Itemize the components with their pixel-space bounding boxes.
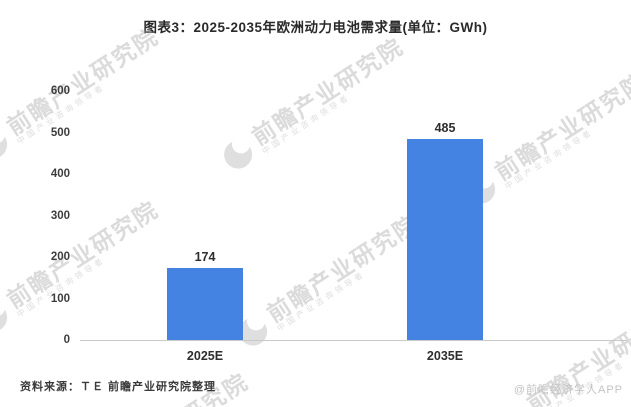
y-axis-tick-label: 300 [50, 209, 70, 222]
watermark-text: 前瞻产业研究院 [2, 196, 164, 314]
diagonal-watermark: 前瞻产业研究院中国产业咨询领导者 [233, 210, 428, 353]
qianzhan-logo-icon [0, 125, 13, 165]
qianzhan-logo-icon [218, 135, 258, 175]
bar-value-label: 174 [194, 250, 216, 264]
chart-title: 图表3：2025-2035年欧洲动力电池需求量(单位：GWh) [143, 20, 488, 35]
watermark-text: 前瞻产业研究院 [2, 23, 164, 141]
source-note: 资料来源：ＴＥ 前瞻产业研究院整理 [20, 381, 217, 393]
bar-value-label: 485 [434, 121, 456, 135]
diagonal-watermark: 前瞻产业研究院中国产业咨询领导者 [0, 23, 167, 166]
y-axis-tick-label: 200 [50, 251, 70, 263]
qianzhan-logo-icon [493, 402, 533, 407]
diagonal-watermark: 前瞻产业研究院中国产业咨询领导者 [0, 196, 167, 339]
x-axis-category-label: 2025E [186, 349, 224, 363]
qianzhan-logo-icon [0, 298, 13, 338]
bar-2035E [407, 139, 483, 340]
watermark-text: 前瞻产业研究院 [247, 33, 409, 151]
watermark-text: 前瞻产业研究院 [490, 68, 631, 186]
y-axis-tick-label: 500 [50, 126, 70, 139]
y-axis-tick-label: 0 [63, 334, 70, 346]
diagonal-watermark: 前瞻产业研究院中国产业咨询领导者 [218, 33, 413, 176]
watermark-subtext: 中国产业咨询领导者 [275, 269, 368, 334]
x-axis-category-label: 2035E [426, 349, 464, 363]
y-axis-tick-label: 600 [50, 85, 70, 97]
y-axis-tick-label: 100 [50, 292, 70, 305]
watermark-subtext: 中国产业咨询领导者 [503, 127, 596, 192]
watermark-badge: @前瞻经济学人APP [513, 384, 623, 396]
x-axis-line [80, 340, 627, 341]
bar-2025E [167, 268, 243, 340]
diagonal-watermark: 前瞻产业研究院中国产业咨询领导者 [461, 68, 631, 211]
watermark-text: 前瞻产业研究院 [262, 210, 424, 328]
watermark-subtext: 中国产业咨询领导者 [260, 92, 353, 157]
y-axis-tick-label: 400 [50, 168, 70, 180]
